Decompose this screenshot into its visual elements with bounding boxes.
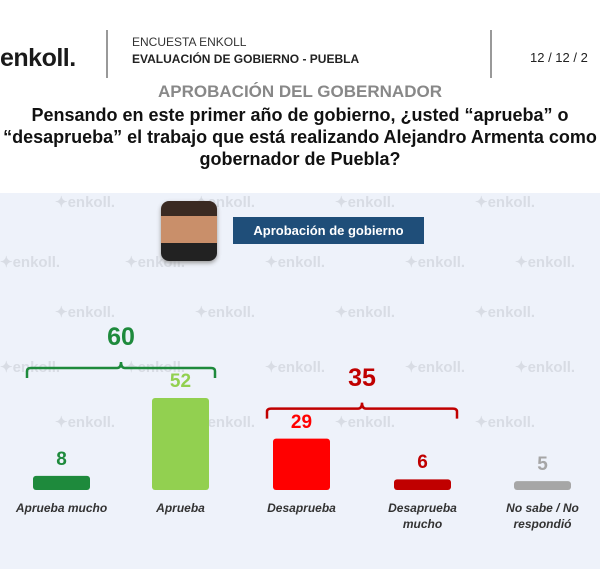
watermark: ✦enkoll. [475,194,536,211]
data-label: 8 [56,448,67,470]
watermark: ✦enkoll. [195,414,256,431]
bar [152,397,209,490]
group-bracket [25,361,217,378]
data-label: 6 [417,452,428,474]
category-label: No sabe / No respondió [506,501,579,531]
bar [33,475,90,490]
survey-title: EVALUACIÓN DE GOBIERNO - PUEBLA [132,52,360,66]
watermark: ✦enkoll. [515,254,576,271]
data-label: 5 [537,454,548,476]
watermark: ✦enkoll. [265,359,326,376]
watermark: ✦enkoll. [265,254,326,271]
watermark: ✦enkoll. [405,254,466,271]
survey-name: ENCUESTA ENKOLL [132,35,247,49]
watermark: ✦enkoll. [335,304,396,321]
category-label: Aprueba [156,501,205,515]
group-total: 60 [107,322,135,351]
watermark: ✦enkoll. [475,414,536,431]
divider [106,30,108,78]
data-label: 29 [290,411,313,433]
bar [514,481,571,490]
watermark: ✦enkoll. [55,304,116,321]
watermark: ✦enkoll. [515,359,576,376]
watermark: ✦enkoll. [335,194,396,211]
watermark: ✦enkoll. [55,414,116,431]
watermark: ✦enkoll. [0,254,61,271]
category-label: Desaprueba [267,501,336,515]
category-label: Desaprueba mucho [388,501,457,531]
section-subtitle: APROBACIÓN DEL GOBERNADOR [158,82,442,101]
data-label: 52 [169,370,192,392]
divider [490,30,492,78]
question-text: Pensando en este primer año de gobierno,… [3,105,597,169]
category-label: Aprueba mucho [15,501,108,515]
bar [273,438,330,490]
group-bracket [265,402,459,419]
survey-date: 12 / 12 / 2 [530,50,588,65]
watermark: ✦enkoll. [335,414,396,431]
enkoll-logo: enkoll. [0,44,76,72]
governor-photo [161,201,217,261]
bar [394,479,451,490]
chart-tag: Aprobación de gobierno [233,217,424,244]
group-total: 35 [348,363,376,392]
watermark: ✦enkoll. [55,194,116,211]
watermark: ✦enkoll. [475,304,536,321]
watermark: ✦enkoll. [405,359,466,376]
chart-panel: ✦enkoll. ✦enkoll. ✦enkoll. ✦enkoll. ✦enkoll.… [0,193,600,569]
watermark: ✦enkoll. [195,304,256,321]
